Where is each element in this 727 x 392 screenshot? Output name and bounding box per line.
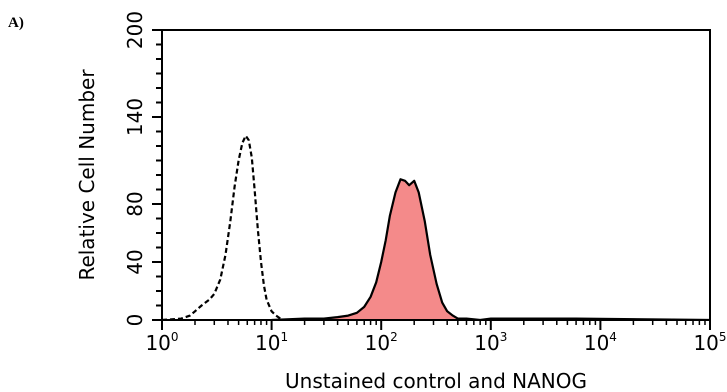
x-tick-label: 100 [145,330,178,355]
y-tick-label: 40 [123,249,147,274]
series-1-line [271,178,710,320]
x-tick-label: 105 [693,330,726,355]
x-tick-label: 103 [474,330,507,355]
series-0-line [162,134,382,320]
y-tick-label: 80 [123,191,147,216]
y-tick-label: 0 [123,314,147,327]
x-axis-title: Unstained control and NANOG [285,369,587,392]
x-axis: 100 101 102 103 104 105 [145,320,727,355]
y-axis-title: Relative Cell Number [75,69,99,281]
series-1-fill [271,179,710,320]
panel-label: A) [8,15,24,31]
x-tick-label: 104 [584,330,617,355]
plot-area [162,134,710,320]
y-tick-label: 140 [123,98,147,136]
x-tick-label: 102 [365,330,398,355]
y-axis: 0 40 80 140 200 [123,11,162,326]
x-tick-label: 101 [255,330,288,355]
y-tick-label: 200 [123,11,147,49]
